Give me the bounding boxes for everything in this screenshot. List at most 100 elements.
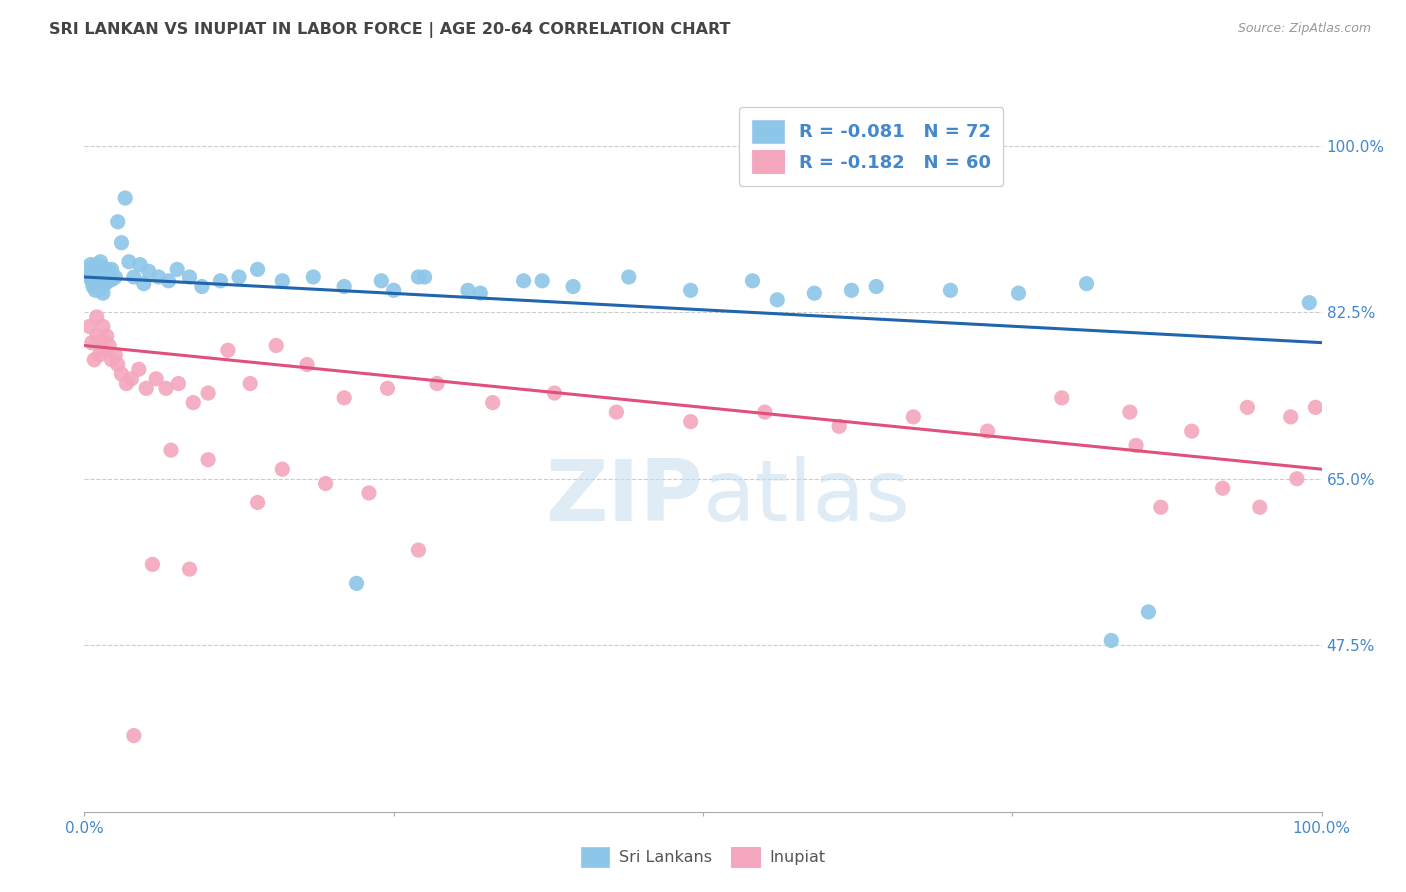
Point (1119, 405, 1142, 419)
Point (1150, 500, 1173, 515)
Point (135, 381, 157, 395)
Point (246, 262, 269, 277)
Point (98, 338, 121, 352)
Point (86, 258, 108, 272)
Point (157, 274, 180, 288)
Point (828, 419, 851, 434)
Point (1305, 401, 1327, 415)
Point (96, 262, 118, 277)
Point (1050, 391, 1073, 405)
Point (543, 386, 565, 401)
Point (100, 352, 122, 367)
Point (77, 262, 100, 277)
Point (93, 264, 115, 278)
Point (79, 270, 101, 285)
Point (120, 372, 142, 386)
Point (179, 270, 201, 285)
Point (1285, 472, 1308, 486)
Point (122, 729, 145, 743)
Point (246, 495, 269, 509)
Point (617, 270, 640, 285)
Point (413, 270, 436, 285)
Point (93, 343, 115, 358)
Point (754, 405, 776, 419)
Point (82, 279, 104, 293)
Point (155, 381, 177, 395)
Point (302, 270, 325, 285)
Text: atlas: atlas (703, 456, 911, 540)
Text: SRI LANKAN VS INUPIAT IN LABOR FORCE | AGE 20-64 CORRELATION CHART: SRI LANKAN VS INUPIAT IN LABOR FORCE | A… (49, 22, 731, 38)
Point (87, 277, 110, 292)
Point (939, 283, 962, 297)
Point (96, 270, 118, 285)
Point (87, 266, 110, 280)
Point (83, 276, 105, 290)
Point (333, 391, 356, 405)
Point (101, 272, 124, 286)
Point (271, 462, 294, 476)
Point (1298, 295, 1320, 310)
Point (82, 264, 104, 278)
Point (91, 286, 114, 301)
Point (1181, 424, 1204, 438)
Point (228, 270, 250, 285)
Point (128, 362, 150, 376)
Point (80, 335, 103, 350)
Point (1125, 438, 1147, 452)
Point (457, 283, 479, 297)
Point (605, 405, 627, 419)
Point (976, 424, 998, 438)
Point (83, 260, 105, 275)
Point (1007, 286, 1029, 301)
Point (167, 376, 190, 391)
Point (96, 329, 118, 343)
Point (562, 279, 585, 293)
Point (104, 270, 127, 285)
Legend: R = -0.081   N = 72, R = -0.182   N = 60: R = -0.081 N = 72, R = -0.182 N = 60 (740, 107, 1004, 186)
Point (98, 274, 121, 288)
Point (179, 562, 201, 576)
Point (118, 254, 141, 268)
Point (138, 264, 160, 278)
Text: Source: ZipAtlas.com: Source: ZipAtlas.com (1237, 22, 1371, 36)
Point (145, 372, 167, 386)
Point (903, 409, 925, 424)
Point (1212, 481, 1234, 495)
Point (209, 274, 232, 288)
Point (1249, 500, 1271, 515)
Point (295, 358, 318, 372)
Point (107, 358, 129, 372)
Point (741, 274, 763, 288)
Point (84, 268, 107, 283)
Point (377, 381, 399, 395)
Point (84, 283, 107, 297)
Legend: Sri Lankans, Inupiat: Sri Lankans, Inupiat (572, 838, 834, 875)
Point (97, 272, 120, 286)
Point (89, 281, 111, 295)
Point (115, 376, 138, 391)
Point (129, 258, 152, 272)
Point (1236, 401, 1258, 415)
Point (104, 348, 127, 362)
Point (346, 576, 368, 591)
Point (148, 270, 170, 285)
Point (89, 263, 111, 277)
Point (766, 293, 789, 307)
Point (114, 191, 136, 205)
Point (315, 476, 337, 491)
Point (91, 260, 114, 275)
Point (679, 415, 702, 429)
Point (107, 215, 129, 229)
Point (94, 277, 117, 291)
Point (98, 266, 121, 280)
Point (166, 262, 188, 277)
Point (83, 352, 105, 367)
Point (90, 267, 112, 281)
Point (370, 274, 392, 288)
Point (86, 310, 108, 324)
Point (122, 270, 145, 285)
Point (382, 283, 405, 297)
Point (79, 319, 101, 334)
Point (141, 558, 163, 572)
Point (86, 274, 108, 288)
